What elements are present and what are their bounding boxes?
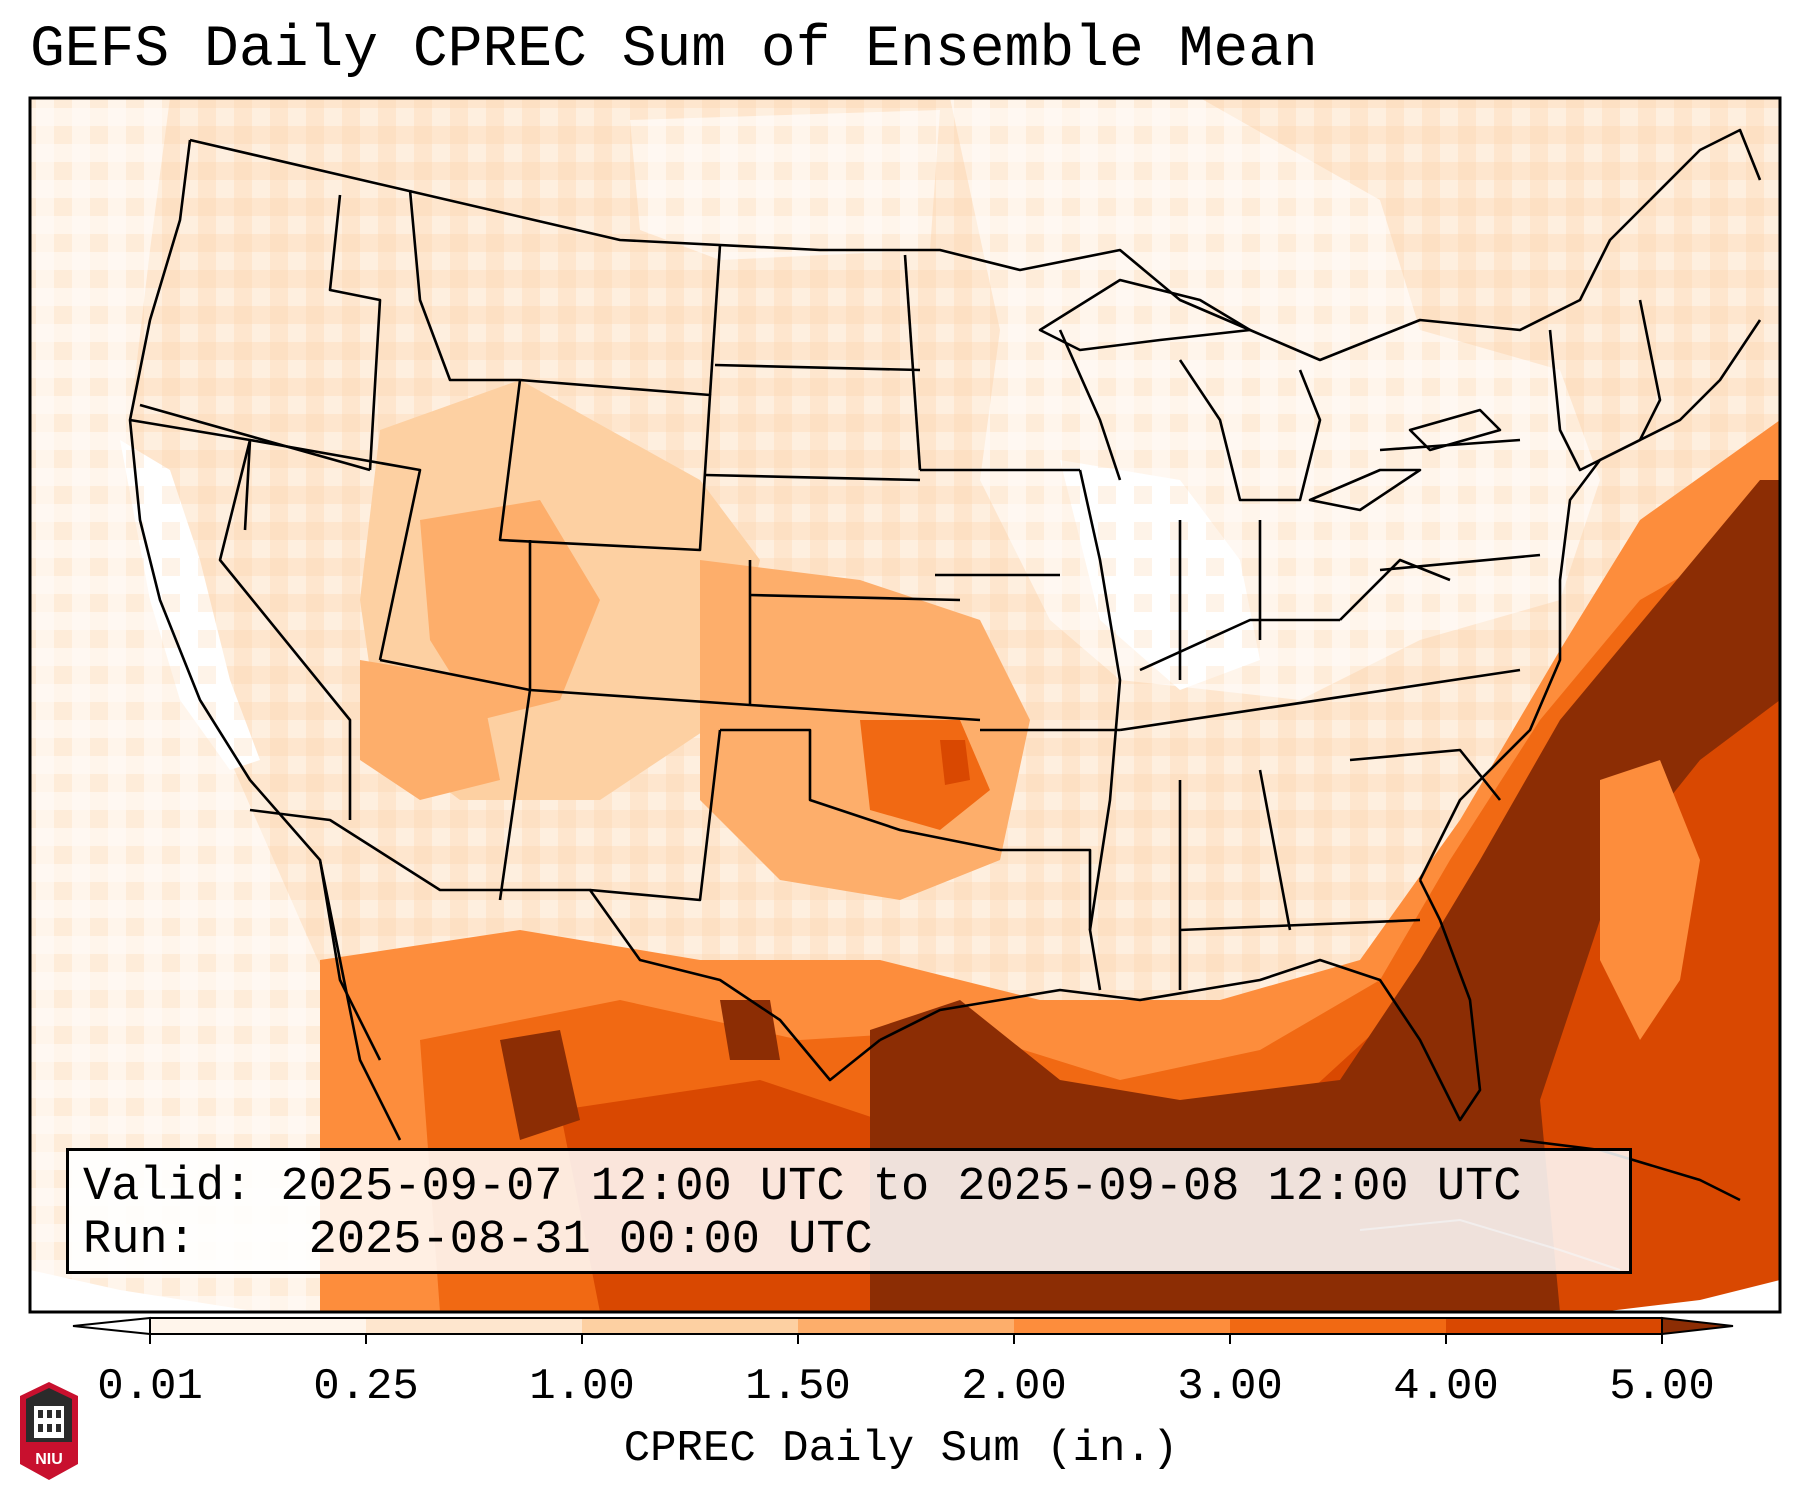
gulf-coast (879, 879, 1482, 1122)
colorbar-bin-4 (798, 1318, 1015, 1334)
field-core-oklahoma-2 (940, 740, 970, 785)
field-outside-domain-left (30, 1270, 260, 1312)
colorbar-tick-label: 0.25 (313, 1362, 419, 1412)
map-frame (28, 96, 1782, 1314)
field-mid-rockies-2 (420, 500, 600, 720)
valid-label: Valid: (83, 1161, 253, 1214)
field-extreme-mexico (500, 1030, 580, 1140)
colorbar-bin-5 (1014, 1318, 1231, 1334)
colorbar-frame (149, 1317, 1663, 1335)
colorbar-tick-label: 3.00 (1177, 1362, 1283, 1412)
colorbar-bin-2 (366, 1318, 583, 1334)
info-box: Valid: 2025-09-07 12:00 UTC to 2025-09-0… (66, 1148, 1632, 1274)
colorbar-label: CPREC Daily Sum (in.) (623, 1424, 1179, 1474)
border-wa-or (139, 403, 371, 472)
colorbar-tick-label: 5.00 (1609, 1362, 1715, 1412)
colorbar-bin-7 (1446, 1318, 1663, 1334)
colorbar-under-arrow (72, 1316, 151, 1336)
border-ar-la (1000, 848, 1092, 930)
valid-value: 2025-09-07 12:00 UTC to 2025-09-08 12:00… (280, 1161, 1522, 1214)
lake-erie (1308, 468, 1422, 512)
niu-logo: NIU (20, 1382, 78, 1480)
mexico-border (249, 808, 881, 1082)
border-mississippi (1078, 469, 1122, 991)
border-mt-dakotas (708, 244, 722, 396)
border-sd-ne (704, 473, 921, 482)
field-lighter-atlantic (1600, 760, 1700, 1040)
lake-ontario (1408, 408, 1502, 452)
border-nv-ut (249, 438, 422, 661)
colorbar-bin-6 (1230, 1318, 1447, 1334)
border-nm-tx (589, 729, 722, 902)
colorbar-bin-3 (582, 1318, 799, 1334)
colorbar-tick-label: 0.01 (97, 1362, 203, 1412)
maritimes (1649, 128, 1762, 201)
border-ks-ok (749, 703, 981, 722)
cuba (1519, 1138, 1741, 1202)
border-ne-ks (749, 593, 961, 602)
border-wi-mi (1058, 329, 1122, 481)
colorbar-bin-1 (150, 1318, 367, 1334)
border-new-england (1548, 299, 1662, 472)
field-extreme-gulf (870, 480, 1780, 1312)
colorbar-tick-label: 4.00 (1393, 1362, 1499, 1412)
border-ky-oh (1139, 618, 1340, 672)
colorbar-tick-label: 1.50 (745, 1362, 851, 1412)
border-nd-sd (714, 363, 921, 372)
precip-field (30, 98, 1780, 1312)
field-extreme-texas (720, 1000, 780, 1060)
baja (318, 859, 382, 1061)
run-label: Run: (83, 1214, 196, 1267)
border-pa-md (1379, 553, 1541, 572)
border-nc-sc (1349, 748, 1502, 801)
east-coast (1418, 319, 1762, 881)
run-value: 2025-08-31 00:00 UTC (308, 1214, 873, 1267)
border-or-id (328, 194, 382, 471)
colorbar-tick-label: 2.00 (961, 1362, 1067, 1412)
border-ok-tx (720, 728, 1001, 852)
border-dakotas-mn (903, 254, 922, 471)
border-tn (1119, 668, 1521, 732)
border-fl-ga (1179, 918, 1421, 932)
west-coast (128, 139, 402, 1141)
border-wv-va (1339, 558, 1451, 621)
border-id-mt (408, 189, 520, 382)
border-al-ga (1258, 769, 1292, 931)
border-az-nm (498, 689, 532, 901)
page-title: GEFS Daily CPREC Sum of Ensemble Mean (30, 18, 1318, 83)
boundaries (128, 128, 1762, 1202)
field-outside-domain (1600, 1280, 1780, 1312)
field-mid-arizona (360, 660, 500, 800)
colorbar-tick-label: 1.00 (529, 1362, 635, 1412)
colorbar-over-arrow (1661, 1316, 1734, 1336)
border-ca-nv (218, 439, 352, 820)
border-ut-az (379, 658, 531, 692)
logo-text: NIU (35, 1451, 63, 1468)
colorbar (72, 1316, 1734, 1344)
border-mi-lp (1178, 359, 1322, 502)
canada-us-border (189, 138, 1651, 362)
lake-superior (1038, 278, 1252, 352)
border-co-nm (529, 688, 751, 707)
border-wy (498, 378, 712, 552)
